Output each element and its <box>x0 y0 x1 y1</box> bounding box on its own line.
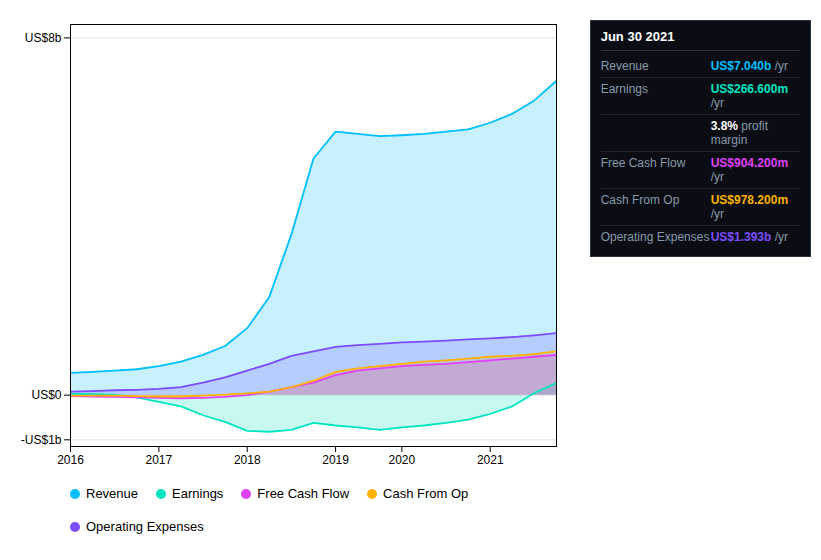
svg-text:2016: 2016 <box>57 453 84 467</box>
html-text:Jun 30 2021: Jun 30 2021 <box>600 29 675 44</box>
html-text:Operating Expenses US$1.393b /: Operating Expenses US$1.393b /yr <box>600 230 788 244</box>
html-text:/yr: /yr <box>710 170 724 184</box>
html-text:US$978.200m: US$978.200m <box>710 193 789 207</box>
svg-text:2020: 2020 <box>389 453 416 467</box>
html-text:Revenue: Revenue <box>600 59 649 73</box>
html-text:Earnings: Earnings <box>600 82 648 96</box>
html-text:Free Cash Flow: Free Cash Flow <box>600 156 686 170</box>
html-text:US$266.600m: US$266.600m <box>710 82 789 96</box>
svg-text:2017: 2017 <box>146 453 173 467</box>
html-text:3.8% profit margin: 3.8% profit margin <box>710 119 768 147</box>
html-text:Cash From Op: Cash From Op <box>383 486 469 501</box>
svg-text:2021: 2021 <box>477 453 504 467</box>
html-text:Revenue: Revenue <box>86 486 138 501</box>
html-text:Free Cash Flow: Free Cash Flow <box>257 486 350 501</box>
svg-text:2019: 2019 <box>322 453 349 467</box>
svg-text:-US$1b: -US$1b <box>21 433 62 447</box>
html-text:US$904.200m: US$904.200m <box>710 156 789 170</box>
svg-text:US$8b: US$8b <box>25 31 62 45</box>
svg-text:2018: 2018 <box>234 453 261 467</box>
html-text:/yr: /yr <box>710 207 724 221</box>
svg-text:US$0: US$0 <box>31 388 61 402</box>
html-text:Earnings: Earnings <box>172 486 224 501</box>
html-text:Operating Expenses: Operating Expenses <box>86 519 204 534</box>
html-text:Cash From Op: Cash From Op <box>600 193 680 207</box>
html-text:/yr: /yr <box>710 96 724 110</box>
html-text:US$7.040b /yr: US$7.040b /yr <box>710 59 788 73</box>
